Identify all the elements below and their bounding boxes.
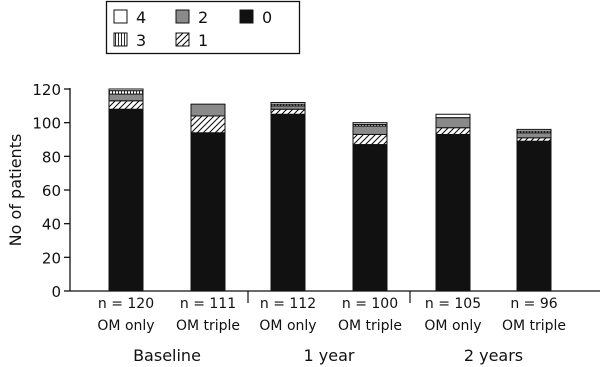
bar-segment-4 (352, 122, 388, 125)
period-label: 1 year (304, 346, 355, 365)
category-n-label: n = 120 (98, 296, 154, 312)
y-axis-title: No of patients (6, 134, 25, 247)
category-group-label: OM triple (338, 318, 402, 334)
legend-label: 3 (136, 31, 146, 50)
bar-segment-0 (190, 132, 226, 292)
bar-segment-2 (270, 105, 306, 110)
legend-box (105, 0, 301, 55)
category-n-label: n = 105 (425, 296, 481, 312)
bar-segment-4 (435, 113, 471, 119)
legend-label: 0 (262, 8, 272, 27)
legend-swatch (239, 9, 254, 24)
category-group-label: OM only (259, 318, 316, 334)
bar-segment-0 (270, 113, 306, 292)
category-n-label: n = 100 (342, 296, 398, 312)
period-label: Baseline (133, 346, 201, 365)
legend-swatch (175, 9, 190, 24)
legend-swatch (113, 32, 128, 47)
bar-segment-2 (352, 125, 388, 135)
legend-label: 4 (136, 8, 146, 27)
y-tick-label: 100 (32, 115, 61, 133)
y-axis: 0 20 40 60 80 100 120 (32, 81, 71, 301)
bar-segment-0 (516, 140, 552, 292)
y-tick-label: 0 (51, 283, 61, 301)
y-tick-label: 20 (42, 249, 61, 267)
bars (108, 88, 552, 292)
category-n-label: n = 112 (260, 296, 316, 312)
category-group-label: OM triple (502, 318, 566, 334)
bar-segment-1 (516, 137, 552, 142)
bar-segment-1 (190, 115, 226, 134)
bar-segment-4 (108, 88, 144, 92)
bar-segment-2 (108, 93, 144, 102)
bar-segment-0 (352, 144, 388, 292)
y-tick-label: 80 (42, 148, 61, 166)
y-tick-label: 120 (32, 81, 61, 99)
bar-segment-4 (270, 101, 306, 105)
legend: 4 2 0 3 1 (105, 0, 301, 55)
x-axis: n = 120 OM only n = 111 OM triple n = 112 OM … (70, 290, 600, 365)
category-group-label: OM triple (176, 318, 240, 334)
bar-segment-4 (516, 128, 552, 132)
period-label: 2 years (464, 346, 523, 365)
bar-segment-0 (435, 133, 471, 292)
legend-swatch (113, 9, 128, 24)
category-n-label: n = 96 (510, 296, 557, 312)
bar-segment-0 (108, 108, 144, 292)
legend-swatch (175, 32, 190, 47)
bar-segment-2 (190, 103, 226, 117)
y-tick-label: 60 (42, 182, 61, 200)
bar-segment-2 (435, 117, 471, 129)
bar-segment-2 (516, 132, 552, 139)
legend-label: 1 (198, 31, 208, 50)
category-group-label: OM only (97, 318, 154, 334)
bar-segment-1 (435, 127, 471, 135)
bar-segment-3 (108, 90, 144, 95)
y-tick-label: 40 (42, 216, 61, 234)
category-n-label: n = 111 (180, 296, 236, 312)
legend-label: 2 (198, 8, 208, 27)
bar-segment-1 (270, 108, 306, 115)
category-group-label: OM only (424, 318, 481, 334)
bar-segment-1 (352, 133, 388, 146)
bar-segment-1 (108, 100, 144, 110)
